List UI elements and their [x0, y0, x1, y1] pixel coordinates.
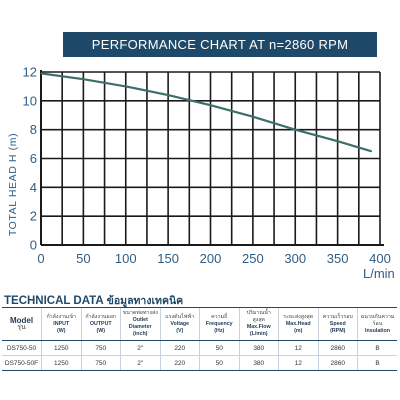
data-point [252, 116, 254, 118]
column-header: ระยะส่งสูงสุด Max.Head (m) [278, 307, 318, 341]
table-cell: 2" [120, 355, 160, 371]
column-header-unit: (L/min) [249, 331, 268, 337]
column-header: Model รุ่น [2, 307, 42, 341]
column-header-english: OUTPUT [89, 320, 112, 327]
column-header-english: Outlet Diameter [128, 317, 152, 330]
data-point [370, 150, 373, 152]
y-tick-label: 10 [23, 93, 37, 108]
column-header-english: Speed [329, 320, 346, 327]
column-header-thai: กำลังงานออก [85, 313, 117, 320]
x-tick-label: 0 [37, 251, 44, 266]
performance-curve [40, 72, 372, 153]
data-point [82, 78, 84, 80]
column-header-english: Max.Flow [246, 324, 271, 330]
data-point [167, 94, 169, 96]
y-tick-label: 0 [30, 238, 37, 253]
x-tick-label: 100 [115, 251, 137, 266]
chart-title-banner: PERFORMANCE CHART AT n=2860 RPM [63, 32, 377, 57]
x-tick-label: 350 [327, 251, 349, 266]
column-header-thai: ขนาดท่อทางส่ง [122, 310, 158, 316]
column-header-english: Model [9, 316, 34, 325]
table-cell: 220 [159, 355, 200, 371]
column-header-unit: (RPM) [330, 327, 346, 334]
column-header-thai: กำลังงานเข้า [46, 313, 77, 320]
data-point [125, 85, 127, 88]
column-header: กำลังงานเข้า INPUT (W) [41, 307, 81, 341]
table-cell: 750 [80, 340, 121, 356]
technical-data-table: Model รุ่น กำลังงานเข้า INPUT (W) กำลังงานออก… [2, 307, 397, 371]
table-cell: B [357, 355, 397, 371]
technical-data-title-thai: ข้อมูลทางเทคนิค [106, 295, 184, 307]
data-point [40, 72, 42, 75]
column-header-unit: (V) [176, 327, 184, 334]
y-tick-label: 8 [30, 122, 37, 137]
column-header: ความเร็วรอบ Speed (RPM) [317, 307, 358, 341]
y-tick-label: 2 [30, 209, 37, 224]
table-cell: 2" [120, 340, 160, 356]
x-tick-label: 50 [76, 251, 90, 266]
column-header: ฉนวนกันความร้อน Insulation [357, 307, 397, 341]
table-header-row: Model รุ่น กำลังงานเข้า INPUT (W) กำลังงานออก… [2, 307, 397, 341]
column-header-thai: ความเร็วรอบ [322, 313, 353, 320]
column-header-thai: ฉนวนกันความร้อน [360, 313, 395, 327]
x-axis-label: L/min [363, 266, 395, 281]
column-header-thai: แรงดันไฟฟ้า [165, 313, 195, 320]
column-header-unit: (W) [56, 327, 66, 334]
table-cell: 380 [238, 340, 279, 356]
column-header-unit: (W) [96, 327, 106, 334]
column-header-thai: ปริมาณน้ำสูงสุด [246, 310, 271, 323]
column-header-thai: ความถี่ [211, 313, 228, 320]
table-cell: 1250 [41, 340, 81, 356]
table-cell: 2860 [317, 340, 358, 356]
column-header: ความถี่ Frequency (Hz) [199, 307, 239, 341]
table-cell: 2860 [317, 355, 358, 371]
data-point [294, 129, 296, 131]
column-header-english: Frequency [205, 320, 233, 327]
column-header-unit: รุ่น [17, 324, 26, 331]
column-header-english: Insulation [364, 327, 390, 334]
column-header-unit: (Hz) [214, 327, 225, 334]
chart-title: PERFORMANCE CHART AT n=2860 RPM [91, 37, 349, 52]
column-header: ขนาดท่อทางส่ง Outlet Diameter (inch) [120, 307, 160, 341]
technical-data-heading: TECHNICAL DATA ข้อมูลทางเทคนิค [4, 292, 183, 309]
technical-data-title: TECHNICAL DATA [4, 295, 104, 307]
y-axis-label: TOTAL HEAD H (m) [7, 133, 19, 236]
y-tick-label: 4 [30, 180, 37, 195]
table-cell: 50 [199, 340, 239, 356]
column-header-unit: (inch) [133, 331, 148, 337]
table-cell: DS750-50F [2, 355, 42, 371]
table-cell: B [357, 340, 397, 356]
table-cell: 50 [199, 355, 239, 371]
y-tick-label: 6 [30, 151, 37, 166]
table-cell: 12 [278, 355, 318, 371]
data-point [209, 104, 212, 106]
table-cell: 12 [278, 340, 318, 356]
x-tick-label: 300 [284, 251, 306, 266]
x-tick-label: 400 [369, 251, 391, 266]
table-cell: 750 [80, 355, 121, 371]
table-row: DS750-50F 1250 750 2" 220 50 380 12 2860 B [2, 355, 397, 371]
table-cell: DS750-50 [2, 340, 42, 356]
x-tick-label: 250 [242, 251, 264, 266]
column-header-english: Voltage [170, 320, 190, 327]
column-header-thai: ระยะส่งสูงสุด [283, 313, 314, 320]
column-header: แรงดันไฟฟ้า Voltage (V) [159, 307, 200, 341]
column-header: ปริมาณน้ำสูงสุด Max.Flow (L/min) [238, 307, 279, 341]
table-cell: 1250 [41, 355, 81, 371]
y-tick-label: 12 [23, 65, 37, 80]
x-tick-label: 200 [200, 251, 222, 266]
table-row: DS750-50 1250 750 2" 220 50 380 12 2860 B [2, 340, 397, 356]
column-header-unit: (m) [294, 327, 303, 334]
column-header: กำลังงานออก OUTPUT (W) [80, 307, 121, 341]
data-point [337, 140, 339, 142]
table-cell: 380 [238, 355, 279, 371]
table-cell: 220 [159, 340, 200, 356]
x-tick-label: 150 [157, 251, 179, 266]
column-header-english: Max.Head [285, 320, 311, 327]
column-header-english: INPUT [53, 320, 70, 327]
